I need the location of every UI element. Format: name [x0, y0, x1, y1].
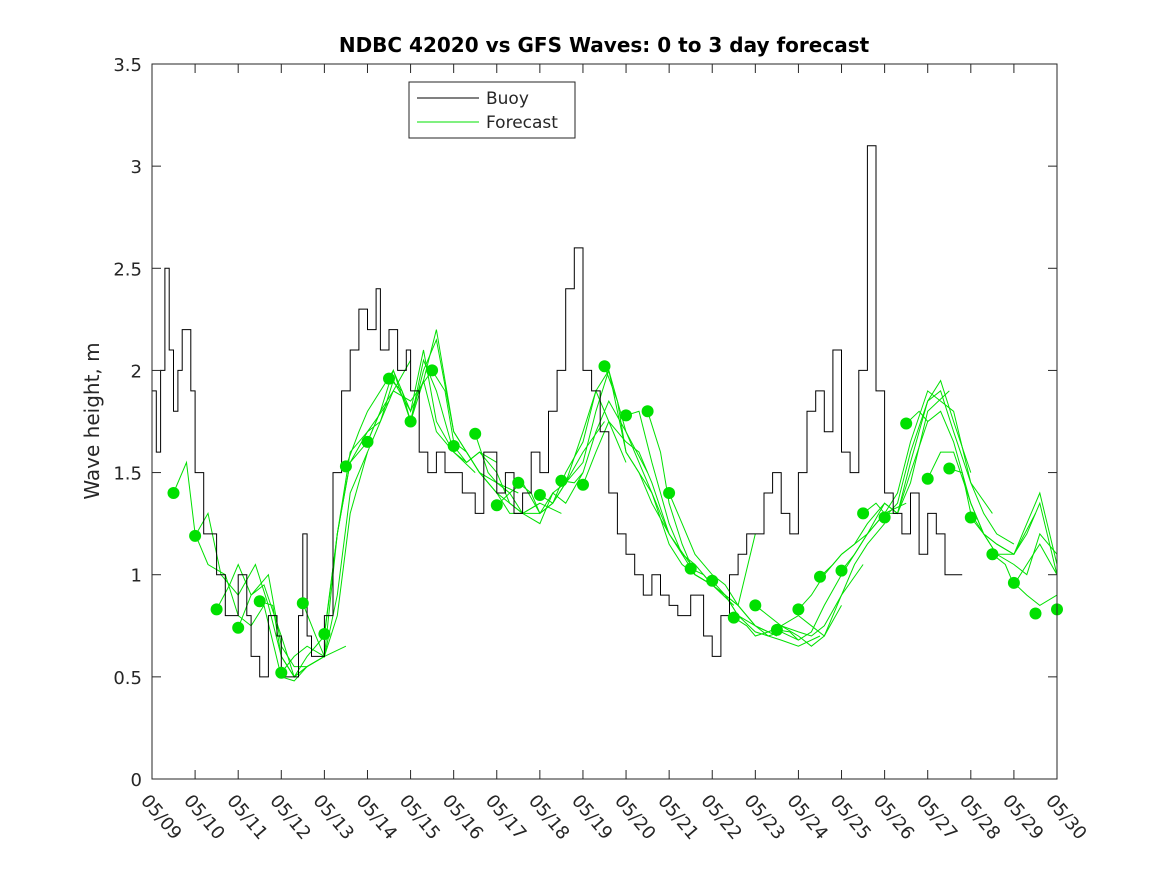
forecast-run-line-38: [992, 543, 1058, 586]
forecast-analysis-point: [986, 548, 999, 561]
forecast-run-line-7: [323, 379, 455, 635]
forecast-run-line-37: [970, 517, 1058, 576]
forecast-run-line-29: [798, 421, 929, 610]
legend-box: [408, 81, 576, 139]
forecast-analysis-point: [792, 603, 805, 616]
y-tick-label: 3: [131, 157, 142, 178]
y-tick-label: 1: [131, 566, 142, 587]
forecast-analysis-point: [447, 440, 460, 452]
forecast-analysis-point: [512, 476, 525, 489]
forecast-analysis-point: [296, 597, 309, 610]
forecast-run-line-30: [819, 390, 950, 578]
forecast-analysis-point: [275, 666, 288, 679]
forecast-analysis-point: [167, 487, 180, 499]
plot-area: [151, 63, 1063, 780]
forecast-analysis-point: [620, 409, 632, 422]
forecast-analysis-point: [749, 599, 762, 612]
forecast-analysis-point: [469, 427, 482, 440]
forecast-run-line-13: [453, 445, 584, 514]
forecast-analysis-point: [770, 623, 783, 636]
forecast-run-line-26: [733, 564, 864, 637]
forecast-run-line-39: [1013, 582, 1058, 607]
forecast-analysis-point: [361, 435, 374, 448]
forecast-run-line-22: [647, 411, 778, 637]
forecast-run-line-10: [388, 338, 519, 494]
forecast-analysis-point: [878, 511, 891, 524]
forecast-run-line-33: [884, 390, 1015, 545]
forecast-analysis-point: [318, 628, 331, 640]
forecast-analysis-point: [900, 417, 913, 430]
forecast-analysis-point: [921, 472, 934, 485]
forecast-run-line-31: [841, 379, 972, 571]
forecast-analysis-point: [663, 487, 676, 499]
y-tick-label: 0: [131, 770, 142, 791]
forecast-analysis-point: [1029, 607, 1042, 620]
forecast-analysis-point: [814, 570, 826, 583]
buoy-layer: [152, 145, 963, 678]
forecast-run-line-12: [431, 370, 562, 514]
forecast-analysis-point: [598, 360, 611, 373]
chart-title: NDBC 42020 vs GFS Waves: 0 to 3 day fore…: [339, 33, 870, 57]
buoy-series-line: [152, 145, 963, 678]
legend-buoy-label: Buoy: [486, 89, 529, 109]
forecast-analysis-point: [533, 489, 546, 501]
analysis-marker-layer: [167, 360, 1063, 679]
forecast-analysis-point: [835, 564, 848, 577]
forecast-analysis-point: [641, 405, 654, 418]
y-axis: 0 0.5 1 1.5 2 2.5 3 3.5: [113, 55, 1057, 791]
legend-forecast-label: Forecast: [486, 113, 558, 133]
y-tick-label: 2: [131, 361, 142, 382]
forecast-run-line-18: [561, 399, 692, 565]
forecast-analysis-point: [1007, 576, 1020, 589]
axes-box: [151, 63, 1058, 780]
forecast-analysis-point: [490, 499, 503, 512]
y-tick-label: 3.5: [113, 55, 142, 76]
forecast-analysis-point: [727, 611, 740, 624]
forecast-analysis-point: [706, 574, 719, 587]
forecast-run-line-17: [539, 368, 670, 535]
forecast-run-line-27: [754, 523, 885, 637]
forecast-analysis-point: [232, 621, 245, 634]
forecast-analysis-point: [426, 364, 439, 377]
y-tick-label: 0.5: [113, 668, 142, 689]
forecast-analysis-point: [943, 462, 956, 475]
forecast-analysis-point: [404, 415, 417, 428]
forecast-analysis-point: [189, 529, 202, 542]
y-tick-label: 1.5: [113, 464, 142, 485]
forecast-analysis-point: [684, 562, 697, 575]
y-tick-label: 2.5: [113, 259, 142, 280]
legend: Buoy Forecast: [408, 81, 576, 139]
forecast-run-line-32: [862, 390, 993, 515]
forecast-analysis-point: [253, 595, 266, 608]
forecast-analysis-point: [857, 507, 870, 520]
forecast-analysis-point: [555, 474, 568, 487]
forecast-analysis-point: [577, 478, 589, 491]
forecast-analysis-point: [210, 603, 223, 616]
forecast-analysis-point: [339, 460, 352, 473]
forecast-layer: [173, 329, 1058, 682]
forecast-analysis-point: [383, 372, 395, 385]
forecast-run-line-14: [474, 421, 605, 525]
forecast-run-line-35: [927, 451, 1058, 565]
forecast-analysis-point: [964, 511, 977, 524]
y-axis-label: Wave height, m: [80, 342, 104, 499]
